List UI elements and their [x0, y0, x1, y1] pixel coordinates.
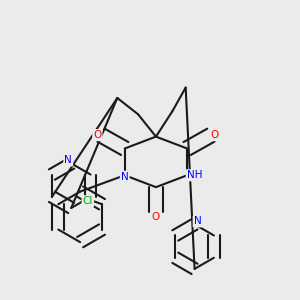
Text: NH: NH: [187, 170, 202, 180]
Text: N: N: [194, 216, 201, 226]
Text: O: O: [152, 212, 160, 222]
Text: N: N: [64, 155, 72, 165]
Text: N: N: [121, 172, 129, 182]
Text: O: O: [210, 130, 219, 140]
Text: O: O: [93, 130, 101, 140]
Text: Cl: Cl: [82, 196, 93, 206]
